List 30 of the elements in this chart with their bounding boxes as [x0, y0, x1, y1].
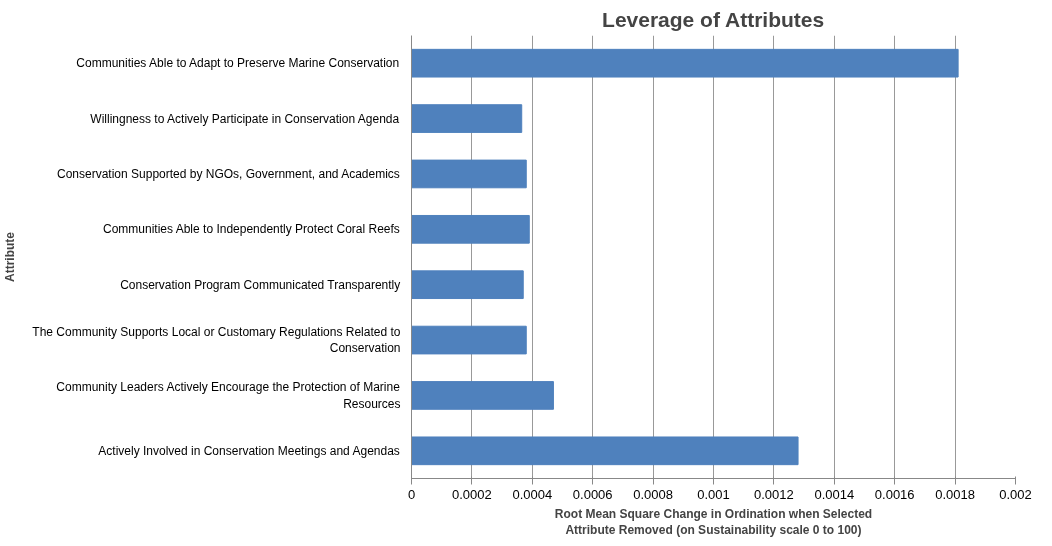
x-tick-label: 0.0012 — [754, 486, 794, 502]
bar — [411, 325, 527, 355]
bar — [411, 159, 527, 189]
x-tick-label: 0 — [407, 486, 416, 502]
bar — [411, 381, 554, 410]
bar — [411, 104, 523, 133]
x-tick-label: 0.0008 — [633, 486, 673, 502]
bar — [411, 270, 524, 300]
y-tick-label: Communities Able to Adapt to Preserve Marine Conservation — [76, 56, 400, 71]
y-tick-label: Conservation Program Communicated Transparently — [120, 277, 401, 292]
y-tick-label: Willingness to Actively Participate in Conservation Agenda — [90, 111, 400, 126]
x-axis-title: Root Mean Square Change in Ordination when Selected Attribute Removed (on Sustainability scale 0 to 100) — [554, 506, 873, 538]
bar — [411, 214, 530, 244]
bar — [411, 48, 959, 78]
y-tick-label: Actively Involved in Conservation Meetings and Agendas — [98, 443, 400, 458]
x-tick-label: 0.0016 — [874, 486, 915, 502]
x-tick-label: 0.0006 — [572, 486, 613, 502]
x-tick-label: 0.0014 — [814, 486, 855, 502]
y-tick-label: Community Leaders Actively Encourage the Protection of Marine Resources — [56, 380, 401, 411]
x-tick-label: 0.002 — [999, 486, 1032, 502]
bar — [411, 436, 799, 466]
x-tick-label: 0.0018 — [935, 486, 975, 502]
y-tick-label: The Community Supports Local or Customary Regulations Related to Conservation — [32, 324, 401, 356]
y-axis-title: Attribute — [3, 231, 18, 282]
y-tick-label: Conservation Supported by NGOs, Government, and Academics — [57, 166, 400, 181]
x-tick-label: 0.0004 — [512, 486, 553, 502]
y-tick-label: Communities Able to Independently Protect Coral Reefs — [103, 222, 400, 237]
x-tick-label: 0.0002 — [452, 486, 492, 502]
x-tick-label: 0.001 — [697, 486, 730, 502]
chart-title: Leverage of Attributes — [602, 7, 825, 31]
